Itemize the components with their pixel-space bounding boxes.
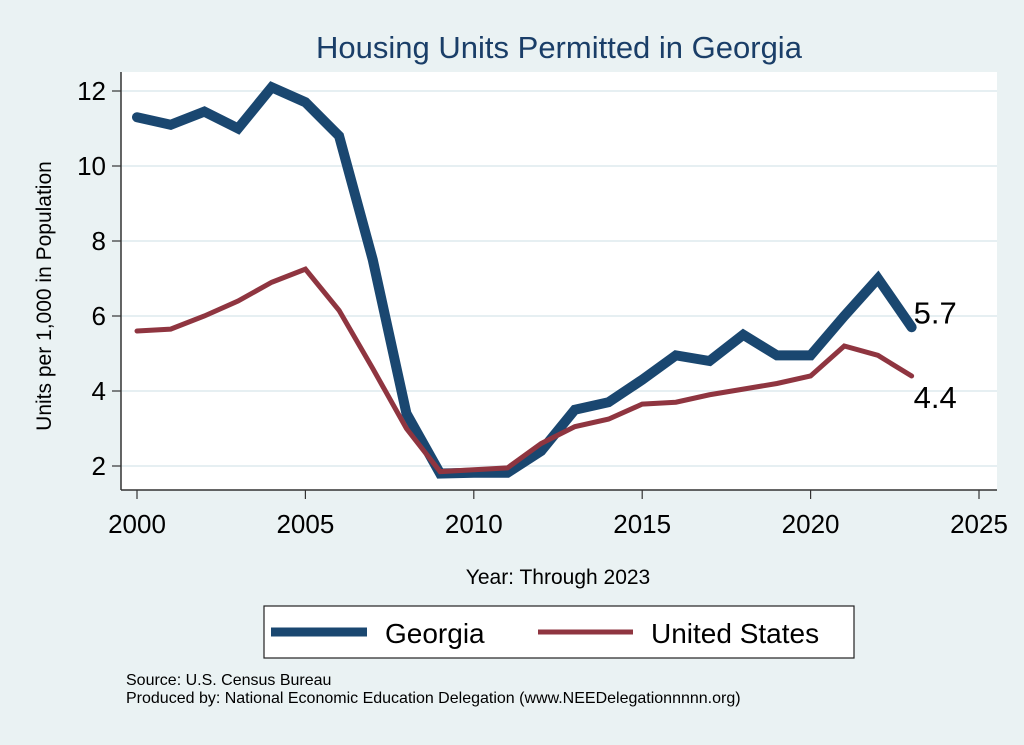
x-tick-label-2025: 2025 — [950, 509, 1008, 539]
legend: Georgia United States — [263, 605, 855, 659]
x-tick-label-2000: 2000 — [108, 509, 166, 539]
y-tick-label-8: 8 — [92, 226, 106, 256]
source-note: Source: U.S. Census Bureau — [126, 672, 332, 689]
end-label-georgia: 5.7 — [914, 295, 957, 330]
end-label-united-states: 4.4 — [914, 380, 957, 415]
series-lines — [132, 81, 917, 479]
series-line-georgia — [132, 81, 917, 479]
y-axis-title: Units per 1,000 in Population — [33, 161, 56, 431]
x-tick-label-2020: 2020 — [782, 509, 840, 539]
series-line-united-states — [134, 266, 915, 475]
y-axis-ticks: 2 4 6 8 10 12 — [77, 76, 121, 481]
plot-area — [121, 72, 997, 490]
legend-label-united-states: United States — [651, 618, 819, 649]
x-tick-label-2005: 2005 — [276, 509, 334, 539]
x-axis-title: Year: Through 2023 — [466, 566, 651, 589]
legend-label-georgia: Georgia — [385, 618, 485, 649]
x-tick-label-2010: 2010 — [445, 509, 503, 539]
y-tick-label-6: 6 — [92, 301, 106, 331]
y-tick-label-12: 12 — [77, 76, 106, 106]
chart-title: Housing Units Permitted in Georgia — [316, 30, 803, 65]
end-labels: 5.7 4.4 — [914, 295, 957, 415]
y-tick-label-10: 10 — [77, 151, 106, 181]
producer-note: Produced by: National Economic Education… — [126, 690, 741, 707]
y-tick-label-2: 2 — [92, 451, 106, 481]
x-axis-ticks: 2000 2005 2010 2015 2020 2025 — [108, 490, 1008, 539]
x-tick-label-2015: 2015 — [613, 509, 671, 539]
y-tick-label-4: 4 — [92, 376, 106, 406]
gridlines — [121, 90, 997, 467]
